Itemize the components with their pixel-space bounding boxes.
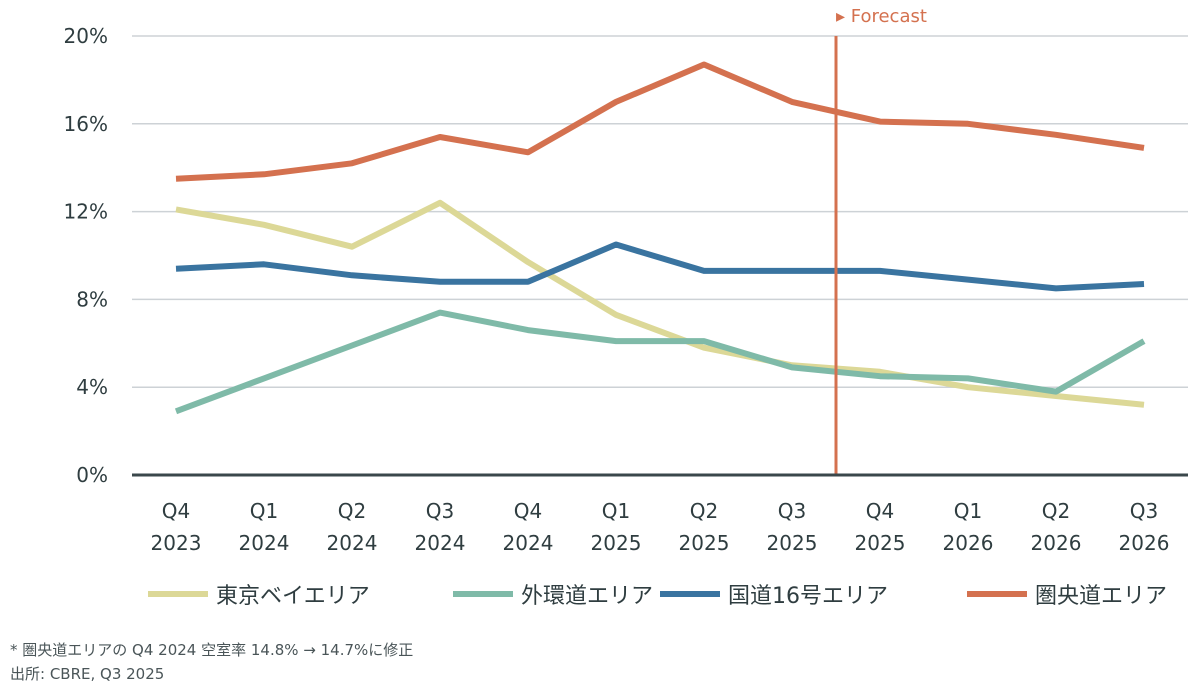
x-tick-label-year: 2024 bbox=[327, 531, 378, 555]
x-tick-label-quarter: Q4 bbox=[866, 499, 894, 523]
series-line bbox=[175, 241, 1145, 292]
x-tick-label-quarter: Q3 bbox=[426, 499, 454, 523]
gridlines bbox=[132, 35, 1188, 388]
x-tick-label-quarter: Q3 bbox=[1130, 499, 1158, 523]
legend-label: 圏央道エリア bbox=[1035, 584, 1168, 609]
x-tick-label-quarter: Q2 bbox=[338, 499, 366, 523]
y-tick-label: 8% bbox=[76, 287, 108, 311]
x-tick-label-year: 2026 bbox=[1119, 531, 1170, 555]
x-axis-ticks: Q4 2023 Q1 2024 Q2 2024 Q3 2024 Q4 2024 Q1 2025 Q2 20… bbox=[151, 499, 1170, 555]
source-note: 出所: CBRE, Q3 2025 bbox=[10, 665, 165, 683]
legend-label: 国道16号エリア bbox=[728, 584, 888, 609]
legend-label: 東京ベイエリア bbox=[216, 584, 370, 609]
footnote-note: * 圏央道エリアの Q4 2024 空室率 14.8% → 14.7%に修正 bbox=[10, 641, 414, 659]
series-line bbox=[175, 61, 1145, 182]
y-tick-label: 16% bbox=[64, 112, 108, 136]
y-tick-label: 4% bbox=[76, 375, 108, 399]
footnote: * 圏央道エリアの Q4 2024 空室率 14.8% → 14.7%に修正 出… bbox=[10, 638, 413, 686]
series-lines bbox=[174, 61, 1146, 415]
forecast-label: ▸ Forecast bbox=[836, 6, 927, 27]
y-axis-ticks: 0% 4% 8% 12% 16% 20% bbox=[64, 24, 108, 487]
x-tick-label-quarter: Q4 bbox=[162, 499, 190, 523]
legend-item: 圏央道エリア bbox=[967, 574, 1167, 614]
series-line bbox=[174, 309, 1146, 415]
x-tick-label-quarter: Q1 bbox=[954, 499, 982, 523]
y-tick-label: 20% bbox=[64, 24, 108, 48]
y-tick-label: 0% bbox=[76, 463, 108, 487]
series-line bbox=[175, 199, 1145, 408]
legend-label: 外環道エリア bbox=[521, 584, 654, 609]
legend-swatch bbox=[967, 591, 1027, 597]
x-tick-label-quarter: Q4 bbox=[514, 499, 542, 523]
forecast-marker: ▸ Forecast bbox=[834, 6, 927, 475]
x-tick-label-year: 2025 bbox=[591, 531, 642, 555]
x-tick-label-year: 2023 bbox=[151, 531, 202, 555]
legend-item: 東京ベイエリア bbox=[148, 574, 370, 614]
x-tick-label-year: 2024 bbox=[239, 531, 290, 555]
x-tick-label-year: 2025 bbox=[855, 531, 906, 555]
x-tick-label-year: 2026 bbox=[943, 531, 994, 555]
legend-swatch bbox=[148, 591, 208, 597]
x-tick-label-year: 2026 bbox=[1031, 531, 1082, 555]
y-tick-label: 12% bbox=[64, 200, 108, 224]
x-tick-label-quarter: Q2 bbox=[1042, 499, 1070, 523]
legend-swatch bbox=[453, 591, 513, 597]
x-tick-label-year: 2024 bbox=[503, 531, 554, 555]
x-tick-label-year: 2025 bbox=[679, 531, 730, 555]
x-tick-label-year: 2024 bbox=[415, 531, 466, 555]
legend-item: 外環道エリア bbox=[453, 574, 653, 614]
x-tick-label-year: 2025 bbox=[767, 531, 818, 555]
legend: 東京ベイエリア 外環道エリア 国道16号エリア 圏央道エリア bbox=[0, 574, 1200, 614]
legend-swatch bbox=[660, 591, 720, 597]
legend-item: 国道16号エリア bbox=[660, 574, 888, 614]
x-tick-label-quarter: Q1 bbox=[250, 499, 278, 523]
x-tick-label-quarter: Q1 bbox=[602, 499, 630, 523]
x-tick-label-quarter: Q2 bbox=[690, 499, 718, 523]
x-tick-label-quarter: Q3 bbox=[778, 499, 806, 523]
line-chart: 0% 4% 8% 12% 16% 20% Q4 2023 Q1 2024 Q2 2024 Q3 2024… bbox=[64, 6, 1188, 555]
